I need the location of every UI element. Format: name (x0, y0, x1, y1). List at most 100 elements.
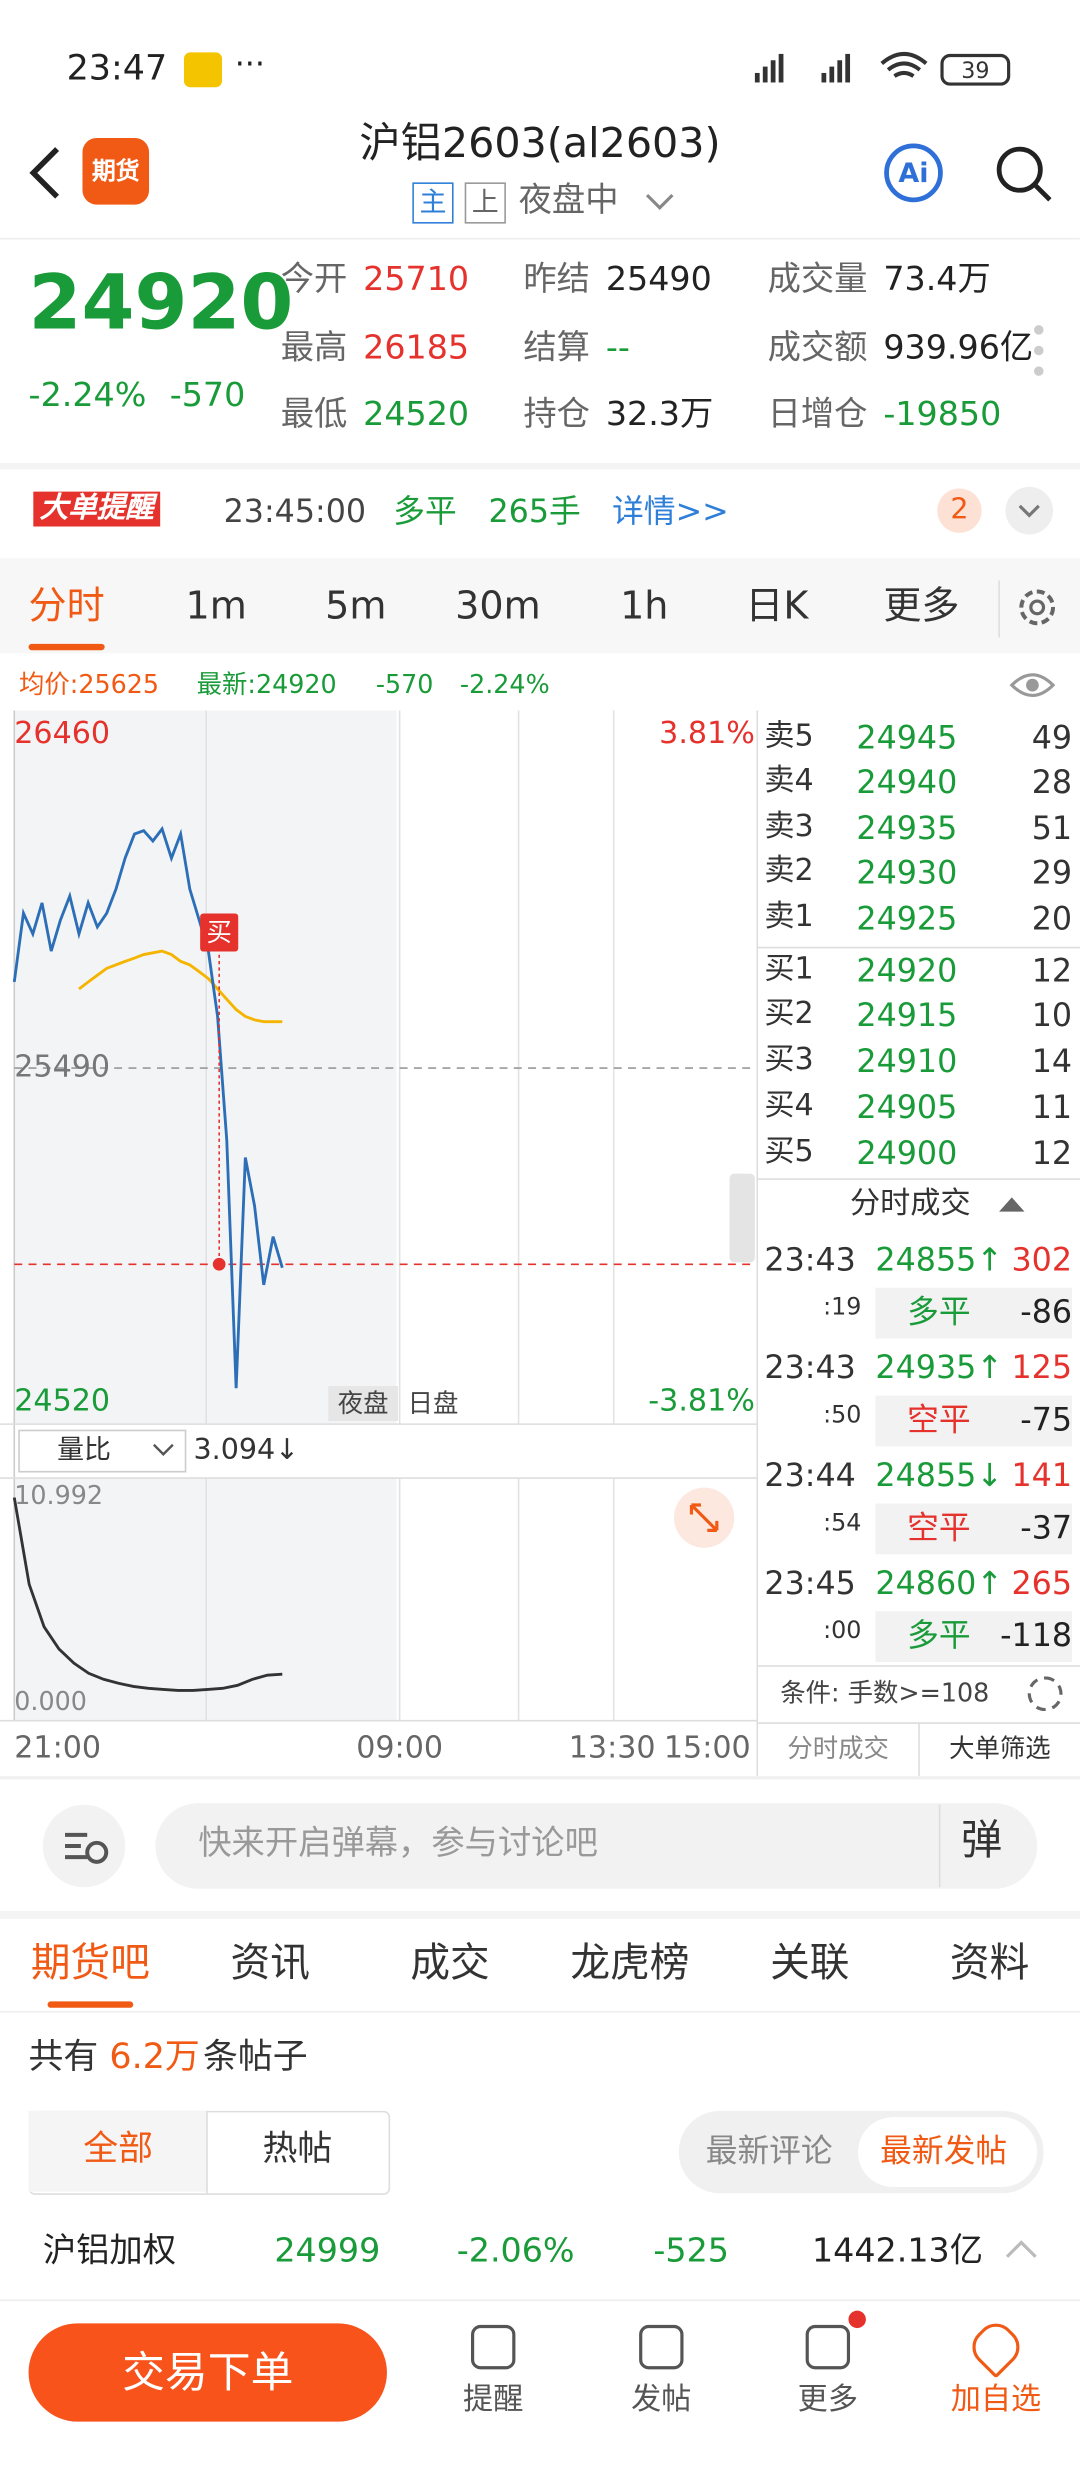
alert-link[interactable]: 详情>> (612, 491, 729, 530)
ticker-price: 24999 (274, 2231, 381, 2270)
filter-active-bg (28, 2110, 208, 2192)
section-tab[interactable]: 成交 (410, 1939, 490, 1986)
section-tab[interactable]: 关联 (770, 1939, 850, 1986)
trades-title: 分时成交 (850, 1186, 971, 1222)
field-label: 结算 (523, 328, 590, 367)
sort[interactable]: 最新发帖 (880, 2131, 1008, 2170)
danmaku-toggle[interactable] (42, 1804, 126, 1888)
alert-count[interactable]: 2 (937, 488, 982, 533)
trade-type-bg (875, 1287, 1073, 1339)
filter-settings[interactable] (1027, 1676, 1063, 1712)
trade-vol: 141 (1011, 1455, 1073, 1494)
change-pct: -2.24% (28, 375, 147, 414)
nav-label[interactable]: 加自选 (950, 2382, 1042, 2417)
settings-button[interactable] (996, 580, 1075, 638)
ai-button[interactable]: Ai (882, 141, 945, 204)
y-tick-label: 25490 (14, 1050, 110, 1085)
trades-button[interactable]: 分时成交 (787, 1733, 889, 1764)
field-value: 24520 (363, 394, 470, 433)
tab[interactable]: 30m (455, 583, 541, 629)
trade-sec: :00 (823, 1616, 862, 1645)
session[interactable]: 夜盘中 (518, 180, 619, 219)
divider (918, 1722, 920, 1777)
nav-icon[interactable] (805, 2324, 851, 2370)
comment-input[interactable] (155, 1803, 1038, 1889)
field-value: 32.3万 (605, 394, 714, 433)
x-tick-label: 21:00 (14, 1731, 101, 1766)
alert-badge: 大单提醒 (33, 491, 161, 527)
tab[interactable]: 1h (620, 583, 669, 629)
back-button[interactable] (25, 146, 63, 200)
trade-oi: -118 (1000, 1616, 1073, 1655)
trade-time: 23:44 (764, 1455, 856, 1494)
indicator-select (18, 1429, 187, 1473)
book-price: 24930 (856, 853, 958, 892)
nav-label[interactable]: 提醒 (463, 2382, 524, 2417)
danmaku-button[interactable]: 弹 (961, 1817, 1003, 1866)
session-button-label: 夜盘 (338, 1388, 389, 1418)
filter[interactable]: 热帖 (262, 2129, 333, 2170)
collapse-icon[interactable] (1002, 2236, 1040, 2261)
trade-type: 空平 (907, 1400, 971, 1439)
nav-label[interactable]: 更多 (797, 2382, 858, 2417)
nav-icon[interactable] (471, 2324, 516, 2370)
nav-icon[interactable] (964, 2315, 1028, 2379)
tab[interactable]: 5m (325, 583, 387, 629)
x-tick-label: 09:00 (356, 1731, 443, 1766)
pct-label: 3.81% (659, 716, 755, 751)
info-change: -570 (375, 669, 434, 700)
nav-label[interactable]: 发帖 (631, 2382, 692, 2417)
book-label: 卖3 (764, 808, 814, 844)
avg-line (78, 949, 283, 1024)
book-label: 买5 (764, 1133, 814, 1169)
field-value: -19850 (883, 394, 1002, 433)
trade-button[interactable]: 交易下单 (28, 2323, 387, 2422)
tab[interactable]: 分时 (28, 583, 105, 629)
section-tab[interactable]: 资料 (949, 1939, 1030, 1986)
expand-button[interactable] (1005, 486, 1054, 535)
title: 沪铝2603(al2603) (359, 120, 721, 169)
book-vol: 14 (1031, 1041, 1073, 1080)
notification-dot (848, 2310, 866, 2329)
field-label: 日增仓 (767, 394, 868, 433)
clock: 23:47 (66, 49, 168, 89)
collapse-handle[interactable] (729, 1173, 755, 1263)
book-price: 24945 (856, 718, 958, 757)
field-label: 成交量 (767, 260, 868, 299)
trade-filter: 条件: 手数>=108 (780, 1677, 990, 1709)
trade-oi: -37 (1020, 1508, 1073, 1547)
book-label: 卖1 (764, 899, 814, 935)
tab[interactable]: 1m (185, 583, 247, 629)
divider (758, 1178, 1080, 1180)
eye-icon[interactable] (1009, 668, 1057, 703)
section-tab[interactable]: 资讯 (230, 1939, 310, 1986)
field-value: 939.96亿 (883, 328, 1034, 367)
search-button[interactable] (993, 143, 1056, 206)
alert-qty: 265手 (488, 491, 581, 530)
change: -570 (169, 375, 246, 414)
book-vol: 11 (1031, 1087, 1073, 1126)
more-icon[interactable] (1031, 322, 1047, 379)
trade-vol: 302 (1011, 1240, 1073, 1279)
last-price: 24920 (28, 258, 294, 348)
nav-icon[interactable] (639, 2324, 684, 2370)
book-vol: 51 (1031, 808, 1073, 847)
tab[interactable]: 日K (745, 583, 809, 629)
trade-time: 23:43 (764, 1348, 856, 1387)
svg-text:Ai: Ai (898, 158, 928, 189)
marker-box (200, 913, 239, 952)
more-dots: ··· (234, 44, 265, 83)
book-label: 卖4 (764, 762, 814, 798)
alert-time: 23:45:00 (223, 491, 367, 530)
battery: 39 (961, 58, 989, 84)
divider (938, 1804, 941, 1888)
trades-button[interactable]: 大单筛选 (949, 1733, 1051, 1764)
tab[interactable]: 更多 (883, 583, 960, 629)
sort[interactable]: 最新评论 (705, 2131, 833, 2170)
filter[interactable]: 全部 (83, 2129, 154, 2170)
section-tab[interactable]: 期货吧 (30, 1939, 150, 1986)
section-tab[interactable]: 龙虎榜 (570, 1939, 690, 1986)
divider (758, 1665, 1080, 1667)
